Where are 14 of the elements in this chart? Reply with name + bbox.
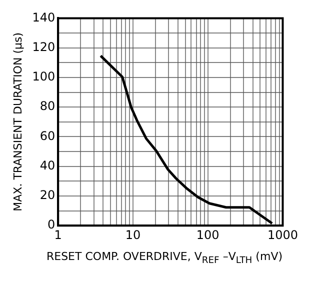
y-tick-label: 40 bbox=[40, 158, 56, 172]
y-tick-label: 0 bbox=[47, 218, 56, 232]
y-tick-label: 80 bbox=[40, 99, 56, 114]
y-tick-label: 140 bbox=[32, 10, 56, 24]
y-tick-label: 120 bbox=[32, 40, 56, 54]
y-tick-label: 100 bbox=[32, 70, 56, 84]
x-tick-label: 1000 bbox=[267, 228, 298, 242]
y-tick-label: 20 bbox=[40, 188, 56, 202]
x-tick-label: 10 bbox=[125, 228, 141, 242]
y-tick-label: 60 bbox=[40, 128, 56, 143]
x-tick-label: 100 bbox=[196, 228, 220, 242]
x-axis-title: RESET COMP. OVERDRIVE, V$_{REF}$ –V$_{LTH}$ (mV) bbox=[45, 250, 284, 266]
x-tick-label: 1 bbox=[54, 228, 62, 242]
y-axis-title: MAX. TRANSIENT DURATION (µs) bbox=[11, 32, 24, 212]
